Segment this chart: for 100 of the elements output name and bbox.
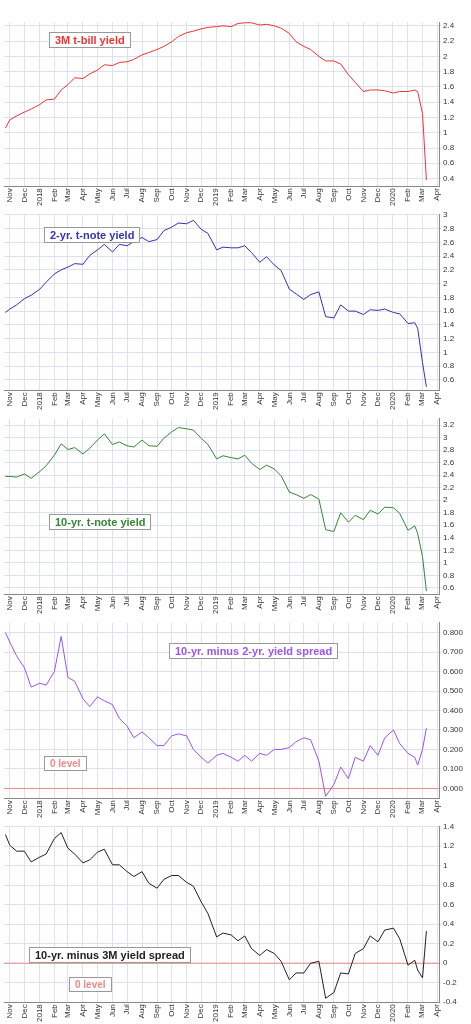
text: 10-yr. minus 3M yield spread (29, 946, 191, 963)
x-tick-label: 2020 (388, 391, 398, 410)
y-tick-label: 2.4 (443, 470, 455, 480)
x-tick-label: Aug (137, 800, 147, 815)
x-tick-label: Nov (181, 188, 191, 203)
y-tick-label: 1 (443, 347, 448, 357)
x-tick-label: Sep (329, 187, 339, 203)
x-tick-label: Jul (299, 1003, 309, 1015)
y-tick-label: 0.200 (443, 744, 464, 754)
x-tick-label: 2019 (211, 391, 221, 410)
y-tick-label: 3 (443, 210, 448, 219)
x-tick-label: Apr (254, 187, 264, 201)
x-tick-label: Feb (226, 391, 236, 406)
x-tick-label: Sep (329, 595, 339, 611)
x-tick-label: Aug (137, 1004, 147, 1019)
x-tick-label: Feb (49, 391, 59, 406)
x-tick-label: Apr (254, 799, 264, 813)
x-tick-label: Feb (226, 187, 236, 202)
x-tick-label: Dec (373, 188, 383, 203)
y-tick-label: 0.700 (443, 647, 464, 657)
y-tick-label: 1.6 (443, 82, 455, 92)
y-tick-label: 1.2 (443, 333, 455, 343)
x-tick-label: May (92, 800, 102, 816)
x-tick-label: Jun (284, 188, 294, 202)
x-tick-label: Nov (181, 392, 191, 407)
x-tick-label: Mar (239, 799, 249, 814)
y-tick-label: 1 (443, 558, 448, 568)
y-tick-label: 1 (443, 860, 448, 870)
x-tick-label: Mar (417, 187, 427, 202)
x-tick-label: 2019 (211, 1003, 221, 1022)
x-tick-label: 2020 (388, 595, 398, 614)
y-tick-label: 1.2 (443, 841, 455, 851)
x-tick-label: 2019 (211, 799, 221, 818)
x-tick-label: Jun (107, 188, 117, 202)
x-tick-label: Feb (49, 595, 59, 610)
y-tick-label: 1.8 (443, 292, 455, 302)
y-tick-label: 1.4 (443, 97, 455, 107)
y-tick-label: 0.4 (443, 919, 455, 929)
y-tick-label: 0.100 (443, 764, 464, 774)
x-tick-label: Nov (5, 392, 15, 407)
x-tick-label: Oct (166, 1003, 176, 1017)
x-tick-label: Mar (63, 187, 73, 202)
x-tick-label: Sep (152, 799, 162, 815)
y-tick-label: 1.4 (443, 533, 455, 543)
y-tick-label: 2 (443, 495, 448, 505)
y-tick-label: 1.6 (443, 306, 455, 316)
y-tick-label: 1.8 (443, 507, 455, 517)
x-tick-label: Oct (166, 799, 176, 813)
x-tick-label: Aug (314, 800, 324, 815)
x-tick-label: Oct (343, 391, 353, 405)
x-tick-label: Nov (358, 1004, 368, 1019)
y-tick-label: 1.2 (443, 112, 455, 122)
y-tick-label: 3.2 (443, 420, 455, 430)
x-tick-label: Mar (239, 391, 249, 406)
x-tick-label: Nov (358, 392, 368, 407)
x-tick-label: Mar (63, 391, 73, 406)
y-tick-label: 2.8 (443, 223, 455, 233)
y-tick-label: 3 (443, 432, 448, 442)
x-tick-label: Jul (299, 187, 309, 199)
x-tick-label: Dec (19, 392, 29, 407)
x-tick-label: May (269, 596, 279, 612)
y-tick-label: 0.000 (443, 783, 464, 793)
x-tick-label: Jun (107, 800, 117, 814)
x-tick-label: Dec (373, 1004, 383, 1019)
x-tick-label: Dec (19, 188, 29, 203)
y-tick-label: 0.8 (443, 361, 455, 371)
y-tick-label: 0.300 (443, 725, 464, 735)
y-tick-label: 2.4 (443, 21, 455, 31)
x-tick-label: Feb (49, 187, 59, 202)
y-tick-label: 2.2 (443, 265, 455, 275)
x-tick-label: Oct (343, 799, 353, 813)
x-tick-label: Oct (166, 595, 176, 609)
y-tick-label: 0.2 (443, 938, 455, 948)
x-tick-label: Mar (417, 799, 427, 814)
x-tick-label: Mar (239, 187, 249, 202)
text: 10-yr. minus 2-yr. yield spread (169, 642, 339, 659)
x-tick-label: Jul (122, 595, 132, 607)
y-tick-label: -0.2 (443, 977, 458, 987)
x-tick-label: Oct (166, 187, 176, 201)
x-tick-label: Feb (403, 799, 413, 814)
x-tick-label: Nov (5, 188, 15, 203)
x-tick-label: Sep (329, 799, 339, 815)
x-tick-label: Mar (417, 391, 427, 406)
x-tick-label: Jun (107, 1004, 117, 1018)
x-tick-label: Jul (122, 187, 132, 199)
x-tick-label: Dec (196, 596, 206, 611)
x-tick-label: 2018 (34, 187, 44, 206)
x-tick-label: Aug (314, 188, 324, 203)
x-tick-label: Dec (373, 800, 383, 815)
x-tick-label: Jun (107, 392, 117, 406)
ref-line-label: 0 level (69, 977, 112, 993)
x-tick-label: Sep (329, 391, 339, 407)
y-tick-label: 0 (443, 958, 448, 968)
x-tick-label: Oct (166, 391, 176, 405)
x-tick-label: Apr (432, 1003, 442, 1017)
x-tick-label: Dec (19, 800, 29, 815)
x-tick-label: Feb (403, 391, 413, 406)
x-tick-label: Dec (196, 1004, 206, 1019)
x-tick-label: Nov (358, 596, 368, 611)
y-tick-label: 0.6 (443, 158, 455, 168)
